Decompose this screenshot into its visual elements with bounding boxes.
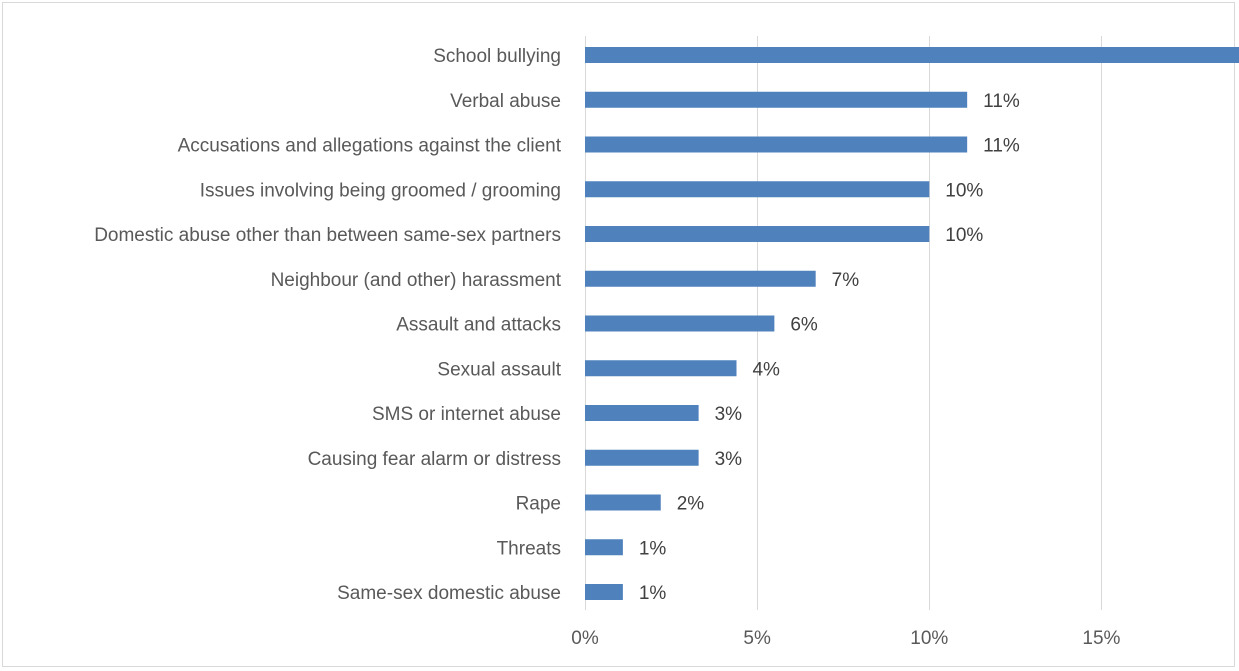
bar <box>585 405 699 421</box>
category-label: Causing fear alarm or distress <box>308 449 561 470</box>
bar <box>585 449 699 466</box>
bar <box>585 136 968 153</box>
bar <box>585 226 930 242</box>
bar <box>585 91 968 108</box>
category-label: Accusations and allegations against the … <box>178 136 562 157</box>
bar <box>585 181 930 198</box>
x-tick-label: 0% <box>571 628 599 649</box>
category-label: Verbal abuse <box>450 91 561 112</box>
data-label: 1% <box>639 583 667 604</box>
data-label: 1% <box>639 538 667 559</box>
x-tick-label: 5% <box>743 628 771 649</box>
data-label: 3% <box>715 449 743 470</box>
data-label: 11% <box>983 91 1020 112</box>
data-label: 10% <box>945 225 983 246</box>
category-label: School bullying <box>433 46 561 67</box>
data-label: 10% <box>945 180 983 201</box>
category-label: Issues involving being groomed / groomin… <box>200 180 561 201</box>
bar <box>585 539 623 556</box>
category-label: Threats <box>497 538 561 559</box>
bar <box>585 584 623 600</box>
x-tick-label: 15% <box>1082 628 1120 649</box>
category-label: Neighbour (and other) harassment <box>271 270 562 291</box>
bars <box>585 47 1239 600</box>
category-labels: School bullying Verbal abuse Accusations a… <box>94 46 562 604</box>
x-tick-label: 10% <box>910 628 948 649</box>
data-label: 2% <box>677 494 705 515</box>
bar <box>585 270 816 287</box>
data-label: 3% <box>715 404 743 425</box>
bar <box>585 494 661 511</box>
data-label: 4% <box>752 359 780 380</box>
category-label: Assault and attacks <box>396 315 561 336</box>
data-label: 6% <box>790 315 818 336</box>
data-label: 11% <box>983 136 1020 157</box>
data-label: 7% <box>832 270 860 291</box>
data-labels: 31%11%11%10%10%7%6%4%3%3%2%1%1% <box>639 91 1020 604</box>
bar <box>585 47 1239 63</box>
category-label: SMS or internet abuse <box>372 404 561 425</box>
category-label: Same-sex domestic abuse <box>337 583 561 604</box>
bar <box>585 360 737 377</box>
category-label: Sexual assault <box>437 359 561 380</box>
category-label: Rape <box>516 494 561 515</box>
x-axis-tick-labels: 0%5%10%15%20%25%30%35% <box>571 628 1120 649</box>
bar <box>585 315 775 332</box>
category-label: Domestic abuse other than between same-s… <box>94 225 561 246</box>
